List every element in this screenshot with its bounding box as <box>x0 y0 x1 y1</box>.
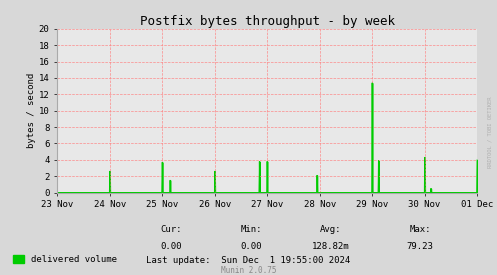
Text: Cur:: Cur: <box>161 226 182 234</box>
Y-axis label: bytes / second: bytes / second <box>27 73 36 148</box>
Text: RRDTOOL / TOBI OETIKER: RRDTOOL / TOBI OETIKER <box>487 96 492 168</box>
Text: Max:: Max: <box>409 226 431 234</box>
Text: 0.00: 0.00 <box>161 242 182 251</box>
Text: Min:: Min: <box>240 226 262 234</box>
Text: Last update:  Sun Dec  1 19:55:00 2024: Last update: Sun Dec 1 19:55:00 2024 <box>147 257 350 265</box>
Title: Postfix bytes throughput - by week: Postfix bytes throughput - by week <box>140 15 395 28</box>
Text: 79.23: 79.23 <box>407 242 433 251</box>
Text: Avg:: Avg: <box>320 226 341 234</box>
Text: Munin 2.0.75: Munin 2.0.75 <box>221 266 276 275</box>
Text: 0.00: 0.00 <box>240 242 262 251</box>
Legend: delivered volume: delivered volume <box>9 252 121 268</box>
Text: 128.82m: 128.82m <box>312 242 349 251</box>
